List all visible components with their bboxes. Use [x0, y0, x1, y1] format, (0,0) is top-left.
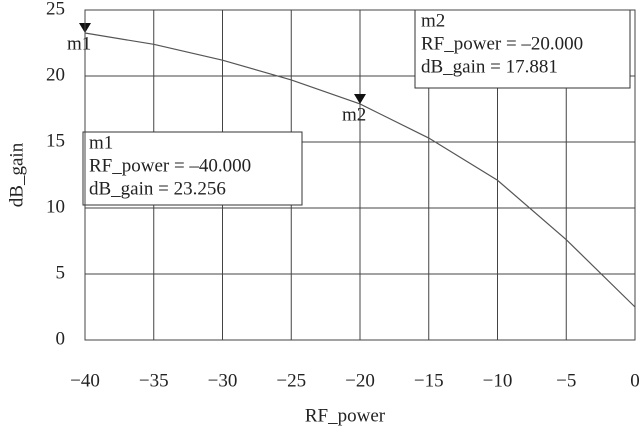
y-tick-label: 5	[56, 262, 66, 283]
y-axis-label: dB_gain	[6, 142, 27, 207]
marker-text: RF_power = –20.000	[421, 33, 583, 54]
y-tick-label: 25	[46, 0, 65, 19]
x-tick-label: −30	[208, 370, 238, 391]
y-tick-label: 20	[46, 64, 65, 85]
marker-text: m2	[421, 10, 445, 31]
x-tick-label: −25	[276, 370, 306, 391]
marker-label: m2	[342, 104, 366, 125]
x-tick-label: −35	[139, 370, 169, 391]
marker-text: dB_gain = 17.881	[421, 56, 558, 77]
marker-box	[82, 131, 303, 206]
x-axis-label: RF_power	[305, 405, 386, 426]
x-tick-label: 0	[630, 370, 640, 391]
x-tick-label: −5	[556, 370, 576, 391]
marker-text: RF_power = –40.000	[89, 155, 251, 176]
data-line	[84, 32, 636, 308]
marker-text: m1	[89, 132, 113, 153]
marker	[354, 93, 366, 104]
marker-text: dB_gain = 23.256	[89, 178, 226, 199]
plot-border	[84, 9, 636, 341]
x-tick-label: −10	[483, 370, 513, 391]
x-tick-label: −20	[345, 370, 375, 391]
x-tick-label: −15	[414, 370, 444, 391]
marker-label: m1	[67, 33, 91, 54]
x-tick-label: −40	[70, 370, 100, 391]
y-tick-label: 0	[56, 328, 66, 349]
y-tick-label: 15	[46, 130, 65, 151]
y-tick-label: 10	[46, 196, 65, 217]
